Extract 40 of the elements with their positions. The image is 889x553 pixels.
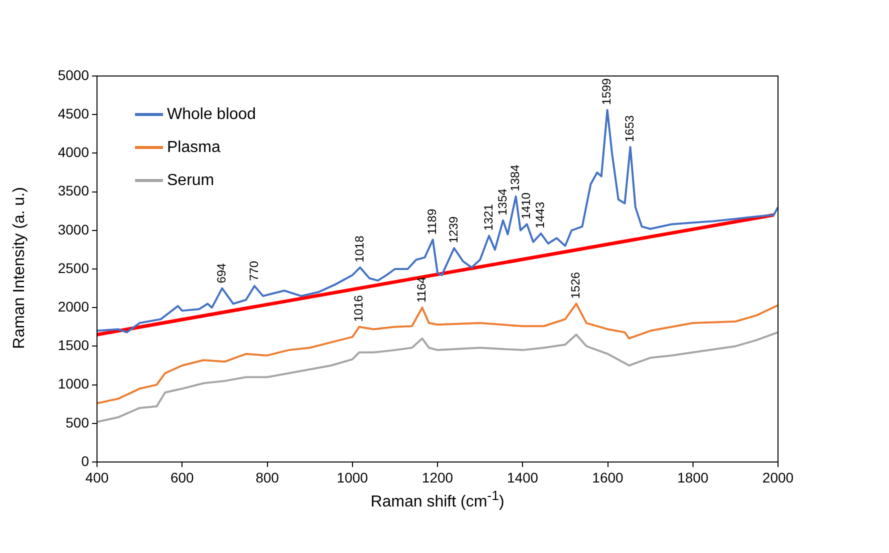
x-tick-label: 1600 <box>592 469 624 486</box>
y-axis-title: Raman Intensity (a. u.) <box>11 186 29 351</box>
legend-label: Plasma <box>167 138 220 156</box>
y-tick-label: 4500 <box>58 105 90 122</box>
annotation: 1164 <box>414 276 428 303</box>
y-tick-label: 0 <box>81 452 90 469</box>
x-tick-label: 600 <box>170 469 194 486</box>
annotation: 1443 <box>533 201 548 228</box>
x-tick-label: 2000 <box>762 469 794 486</box>
annotation: 1599 <box>600 78 614 105</box>
annotation: 1526 <box>568 272 583 299</box>
x-tick-label: 1200 <box>422 469 454 486</box>
annotation: 1239 <box>446 216 460 244</box>
annotation: 1321 <box>481 204 496 231</box>
annotation: 1189 <box>425 208 440 235</box>
legend-label: Whole blood <box>167 106 256 124</box>
y-tick-label: 2500 <box>58 260 90 276</box>
x-tick-label: 1400 <box>507 469 538 486</box>
annotation: 1410 <box>519 192 534 220</box>
annotation: 770 <box>246 260 261 281</box>
y-tick-label: 500 <box>66 414 90 430</box>
x-tick-label: 1000 <box>336 469 368 486</box>
legend-label: Serum <box>167 172 214 190</box>
y-tick-label: 3000 <box>58 221 90 238</box>
x-axis-title: Raman shift (cm$^{-1}$) <box>370 488 506 512</box>
x-tick-label: 1800 <box>677 469 709 486</box>
annotation: 1018 <box>352 235 366 262</box>
annotation: 1653 <box>622 115 637 142</box>
annotation: 694 <box>214 262 228 284</box>
y-tick-label: 1000 <box>58 376 90 392</box>
y-tick-label: 5000 <box>58 66 90 83</box>
y-tick-label: 2000 <box>58 298 90 314</box>
y-tick-label: 1500 <box>58 337 90 354</box>
x-tick-label: 800 <box>256 469 280 486</box>
annotation: 1016 <box>351 294 366 322</box>
annotation: 1354 <box>495 188 510 216</box>
y-tick-label: 4000 <box>58 144 90 160</box>
x-tick-label: 400 <box>85 469 109 486</box>
y-tick-label: 3500 <box>58 182 90 199</box>
annotation: 1384 <box>508 164 522 192</box>
